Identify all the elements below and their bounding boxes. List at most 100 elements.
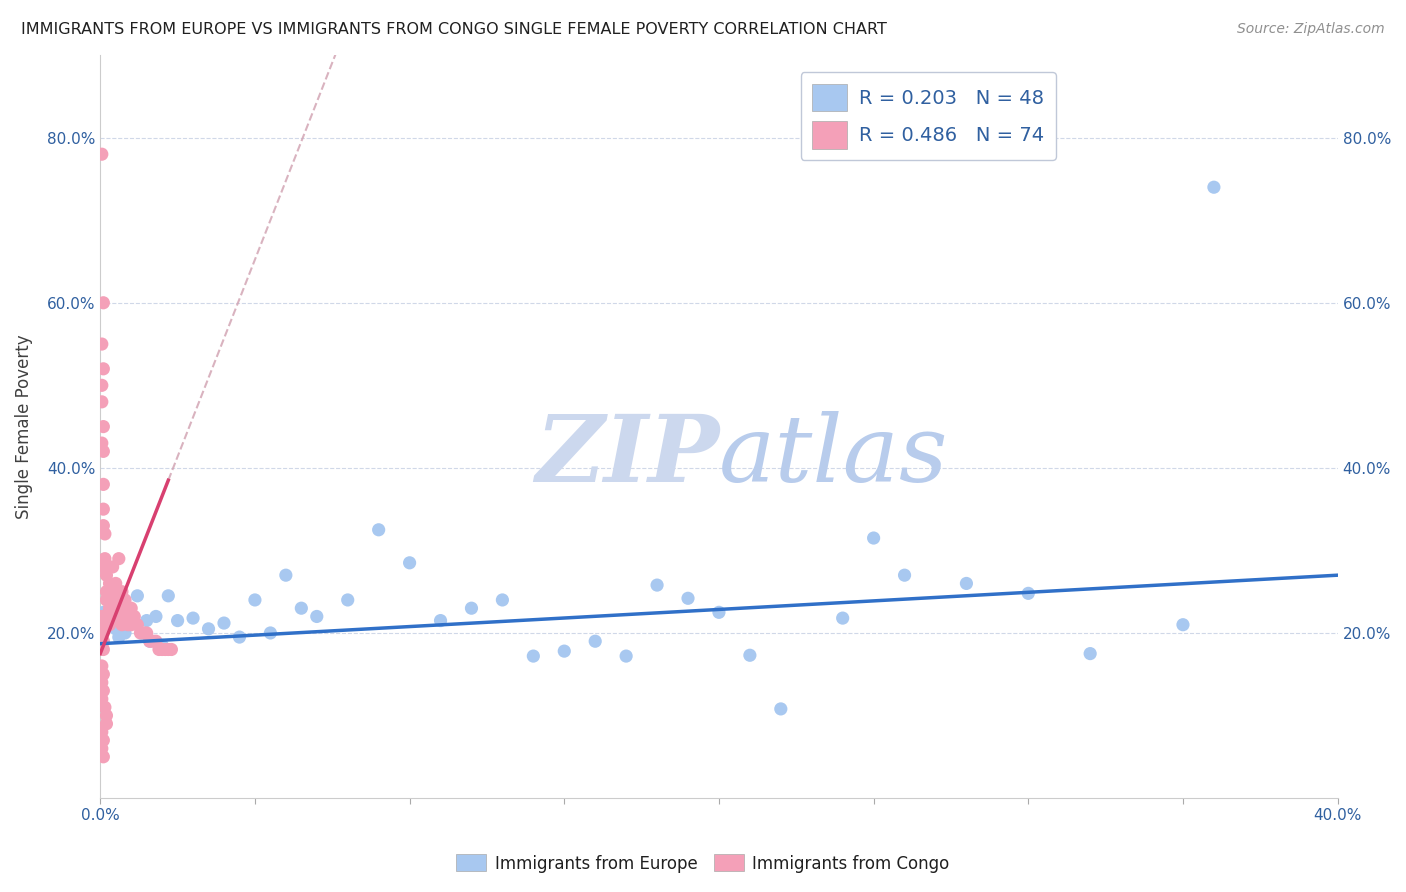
- Point: [104, 622, 127, 636]
- Point: [96, 568, 118, 582]
- Point: [93, 749, 115, 764]
- Point: [429, 614, 451, 628]
- Point: [93, 642, 115, 657]
- Point: [93, 419, 115, 434]
- Point: [104, 593, 127, 607]
- Point: [139, 634, 162, 648]
- Point: [707, 605, 730, 619]
- Point: [290, 601, 312, 615]
- Point: [522, 649, 544, 664]
- Point: [114, 593, 136, 607]
- Point: [90, 626, 112, 640]
- Point: [90, 436, 112, 450]
- Point: [90, 147, 112, 161]
- Point: [120, 617, 142, 632]
- Point: [135, 614, 157, 628]
- Point: [98, 589, 121, 603]
- Point: [1017, 586, 1039, 600]
- Point: [117, 617, 139, 632]
- Point: [676, 591, 699, 606]
- Point: [101, 560, 124, 574]
- Point: [117, 601, 139, 615]
- Point: [94, 551, 117, 566]
- Point: [336, 593, 359, 607]
- Point: [111, 605, 134, 619]
- Point: [93, 667, 115, 681]
- Point: [90, 659, 112, 673]
- Point: [98, 584, 121, 599]
- Point: [114, 626, 136, 640]
- Point: [145, 634, 167, 648]
- Point: [96, 593, 118, 607]
- Point: [93, 444, 115, 458]
- Point: [132, 626, 155, 640]
- Legend: Immigrants from Europe, Immigrants from Congo: Immigrants from Europe, Immigrants from …: [450, 847, 956, 880]
- Point: [1078, 647, 1101, 661]
- Point: [553, 644, 575, 658]
- Point: [93, 295, 115, 310]
- Point: [166, 614, 188, 628]
- Point: [96, 584, 118, 599]
- Point: [93, 683, 115, 698]
- Point: [645, 578, 668, 592]
- Point: [90, 725, 112, 739]
- Point: [98, 617, 121, 632]
- Point: [98, 609, 121, 624]
- Point: [181, 611, 204, 625]
- Point: [127, 617, 149, 632]
- Point: [1202, 180, 1225, 194]
- Text: ZIP: ZIP: [534, 411, 718, 501]
- Point: [108, 551, 131, 566]
- Point: [93, 477, 115, 491]
- Point: [150, 642, 173, 657]
- Point: [769, 702, 792, 716]
- Point: [90, 337, 112, 351]
- Text: IMMIGRANTS FROM EUROPE VS IMMIGRANTS FROM CONGO SINGLE FEMALE POVERTY CORRELATIO: IMMIGRANTS FROM EUROPE VS IMMIGRANTS FRO…: [21, 22, 887, 37]
- Point: [155, 642, 177, 657]
- Point: [93, 634, 115, 648]
- Point: [127, 589, 149, 603]
- Point: [96, 716, 118, 731]
- Point: [124, 609, 146, 624]
- Point: [98, 601, 121, 615]
- Point: [96, 617, 118, 632]
- Point: [160, 642, 183, 657]
- Point: [145, 609, 167, 624]
- Point: [111, 584, 134, 599]
- Point: [114, 609, 136, 624]
- Point: [93, 560, 115, 574]
- Point: [90, 675, 112, 690]
- Point: [94, 527, 117, 541]
- Point: [197, 622, 219, 636]
- Point: [583, 634, 606, 648]
- Point: [93, 733, 115, 747]
- Point: [274, 568, 297, 582]
- Point: [614, 649, 637, 664]
- Point: [398, 556, 420, 570]
- Point: [108, 609, 131, 624]
- Y-axis label: Single Female Poverty: Single Female Poverty: [15, 334, 32, 519]
- Text: atlas: atlas: [718, 411, 949, 501]
- Point: [955, 576, 977, 591]
- Point: [104, 609, 127, 624]
- Point: [135, 626, 157, 640]
- Point: [108, 584, 131, 599]
- Point: [157, 642, 180, 657]
- Point: [1171, 617, 1194, 632]
- Point: [93, 361, 115, 376]
- Legend: R = 0.203   N = 48, R = 0.486   N = 74: R = 0.203 N = 48, R = 0.486 N = 74: [800, 72, 1056, 161]
- Text: Source: ZipAtlas.com: Source: ZipAtlas.com: [1237, 22, 1385, 37]
- Point: [893, 568, 915, 582]
- Point: [96, 708, 118, 723]
- Point: [90, 741, 112, 756]
- Point: [96, 560, 118, 574]
- Point: [93, 605, 115, 619]
- Point: [111, 617, 134, 632]
- Point: [157, 589, 180, 603]
- Point: [228, 630, 250, 644]
- Point: [101, 593, 124, 607]
- Point: [101, 597, 124, 611]
- Point: [94, 700, 117, 714]
- Point: [129, 626, 152, 640]
- Point: [90, 692, 112, 706]
